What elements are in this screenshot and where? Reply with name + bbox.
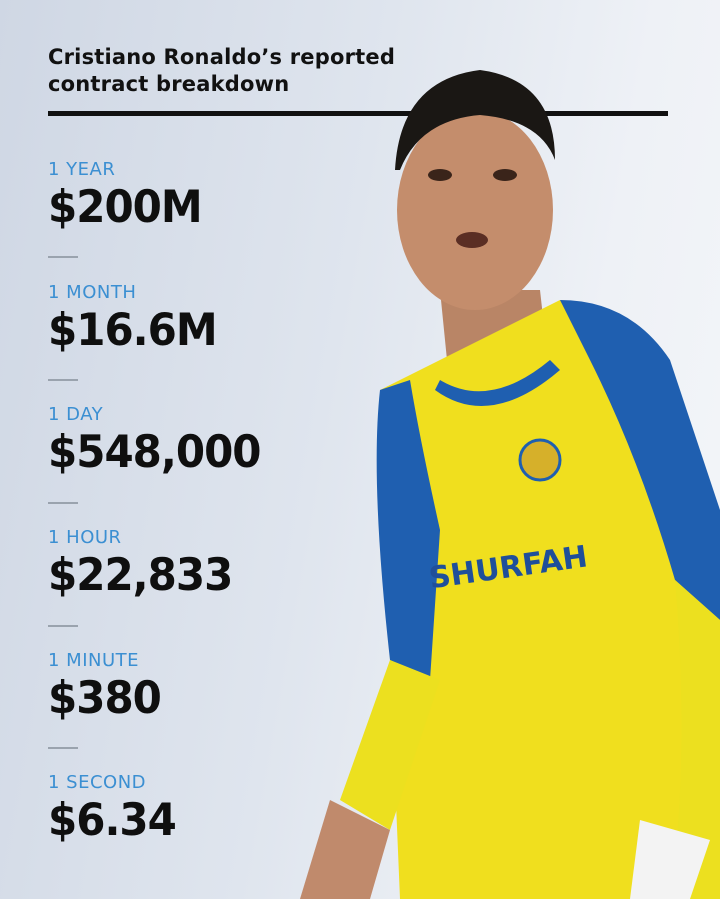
- stat-value: $200M: [48, 180, 203, 233]
- stat-label: 1 YEAR: [48, 159, 116, 180]
- stat-divider: [48, 502, 78, 504]
- stat-label: 1 SECOND: [48, 772, 147, 793]
- stat-label: 1 MINUTE: [48, 650, 140, 671]
- stat-label: 1 MONTH: [48, 282, 137, 303]
- stat-label: 1 DAY: [48, 404, 104, 425]
- stat-divider: [48, 747, 78, 749]
- stat-value: $16.6M: [48, 303, 218, 356]
- stat-divider: [48, 256, 78, 258]
- stat-minute: 1 MINUTE $380: [48, 650, 378, 724]
- title-line-1: Cristiano Ronaldo’s reported: [48, 45, 396, 69]
- title-divider: [48, 111, 668, 116]
- stat-value: $548,000: [48, 425, 262, 478]
- stat-hour: 1 HOUR $22,833: [48, 527, 378, 601]
- stat-value: $22,833: [48, 548, 233, 601]
- page-title: Cristiano Ronaldo’s reported contract br…: [48, 44, 395, 98]
- player-photo: SHURFAH: [300, 70, 720, 899]
- stat-year: 1 YEAR $200M: [48, 159, 378, 233]
- title-line-2: contract breakdown: [48, 72, 290, 96]
- stat-value: $380: [48, 671, 162, 724]
- stat-day: 1 DAY $548,000: [48, 404, 378, 478]
- stat-second: 1 SECOND $6.34: [48, 772, 378, 846]
- stat-month: 1 MONTH $16.6M: [48, 282, 378, 356]
- stat-value: $6.34: [48, 793, 177, 846]
- stat-divider: [48, 379, 78, 381]
- stat-divider: [48, 625, 78, 627]
- stat-label: 1 HOUR: [48, 527, 122, 548]
